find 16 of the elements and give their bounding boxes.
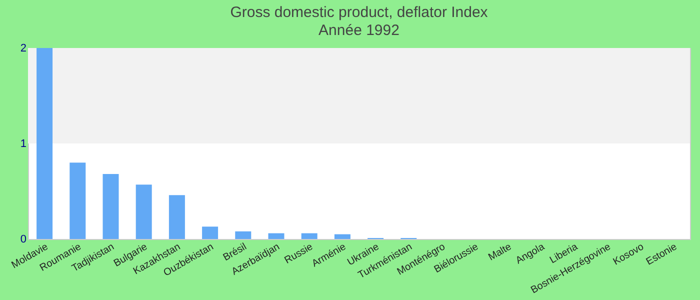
y-tick-label: 1 (20, 138, 26, 150)
y-tick-label: 2 (20, 42, 26, 54)
y-tick-label: 0 (20, 234, 26, 246)
x-tick-label: Malte (486, 241, 514, 264)
bar (268, 233, 284, 239)
bar (202, 226, 218, 239)
bar (235, 231, 252, 239)
bar (102, 174, 119, 239)
chart-title: Gross domestic product, deflator Index (230, 4, 488, 21)
bar (36, 48, 53, 239)
bar (136, 184, 152, 239)
bar (168, 195, 185, 239)
bar (301, 233, 318, 239)
chart-subtitle: Année 1992 (318, 22, 400, 39)
bar (70, 162, 86, 239)
bar (334, 234, 350, 239)
